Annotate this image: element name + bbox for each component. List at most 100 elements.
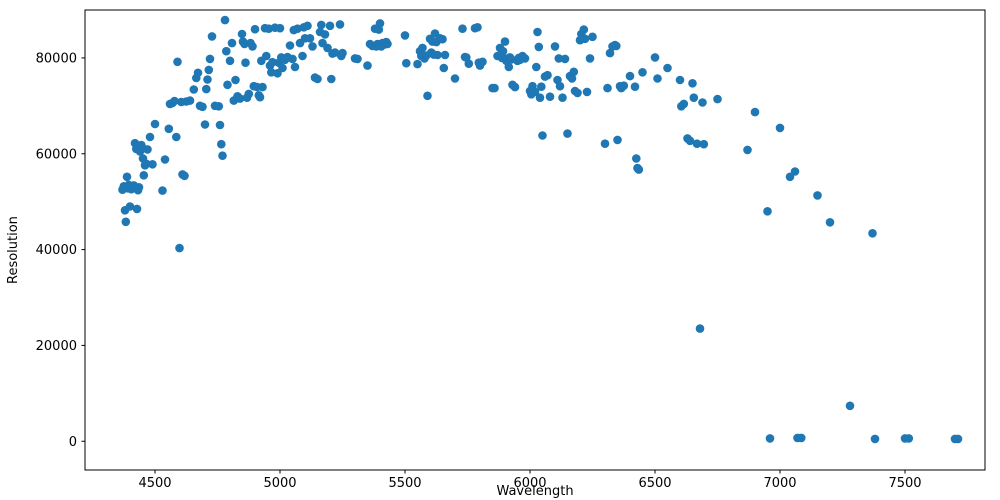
data-point	[689, 93, 699, 102]
data-point	[953, 434, 963, 444]
data-point	[433, 50, 442, 60]
data-point	[338, 48, 347, 58]
data-point	[555, 81, 565, 91]
x-tick-label: 6000	[513, 476, 546, 491]
data-point	[797, 433, 806, 443]
data-point	[327, 74, 336, 84]
data-point	[579, 25, 589, 34]
data-point	[870, 434, 880, 444]
x-tick-label: 5000	[263, 476, 296, 491]
data-point	[320, 30, 330, 39]
data-point	[308, 42, 317, 51]
data-point	[619, 81, 629, 90]
data-point	[588, 32, 597, 42]
data-point	[498, 46, 508, 56]
data-point	[313, 74, 322, 84]
x-tick-label: 5500	[388, 476, 421, 491]
data-point	[207, 32, 217, 41]
data-point	[132, 204, 142, 214]
data-point	[164, 124, 174, 134]
y-tick-label: 60000	[36, 147, 77, 162]
data-point	[699, 139, 709, 149]
data-point	[172, 132, 181, 142]
data-point	[323, 43, 332, 53]
data-point	[473, 23, 482, 32]
data-point	[185, 96, 195, 105]
data-point	[231, 75, 240, 85]
data-point	[634, 165, 644, 174]
data-point	[423, 91, 432, 101]
data-point	[134, 183, 144, 192]
data-point	[241, 58, 250, 67]
data-point	[573, 88, 582, 98]
data-point	[288, 54, 297, 64]
data-point	[145, 132, 155, 142]
data-point	[563, 129, 572, 138]
x-tick-label: 7500	[888, 476, 921, 491]
data-point	[278, 63, 287, 73]
x-axis-label: Wavelength	[496, 484, 574, 499]
data-point	[580, 34, 590, 44]
data-point	[235, 94, 245, 103]
data-point	[813, 191, 822, 200]
data-point	[438, 34, 447, 44]
data-point	[290, 62, 300, 72]
data-point	[218, 151, 227, 160]
data-point	[248, 42, 257, 51]
data-point	[202, 84, 211, 94]
data-point	[743, 145, 752, 155]
data-point	[790, 167, 800, 176]
data-point	[400, 31, 410, 40]
data-point	[383, 39, 392, 49]
data-point	[825, 218, 835, 227]
data-point	[685, 136, 695, 146]
data-point	[363, 61, 372, 70]
data-point	[545, 92, 555, 101]
data-point	[612, 41, 621, 51]
data-point	[298, 51, 307, 61]
data-point	[413, 59, 422, 69]
y-axis-label: Resolution	[6, 216, 21, 284]
data-point	[375, 19, 385, 28]
data-point	[504, 62, 514, 72]
plot-frame	[84, 9, 986, 471]
data-point	[255, 92, 265, 102]
x-tick-label: 6500	[638, 476, 671, 491]
y-tick-label: 40000	[36, 243, 77, 258]
data-point	[121, 217, 131, 227]
data-point	[532, 62, 541, 72]
data-point	[632, 154, 641, 163]
data-point	[204, 65, 214, 75]
data-point	[205, 54, 215, 64]
data-point	[203, 75, 212, 84]
data-point	[440, 50, 450, 60]
data-point	[262, 51, 271, 61]
data-point	[560, 54, 570, 64]
data-point	[439, 63, 449, 73]
data-point	[222, 46, 231, 56]
data-point	[675, 75, 685, 85]
data-point	[625, 71, 635, 81]
data-point	[763, 207, 772, 216]
data-point	[585, 54, 595, 63]
y-tick-label: 80000	[36, 51, 77, 66]
data-point	[148, 160, 157, 169]
data-point	[765, 434, 775, 443]
data-point	[198, 102, 207, 112]
data-point	[713, 94, 722, 104]
data-point	[605, 48, 615, 58]
data-point	[582, 87, 592, 97]
data-point	[490, 83, 499, 93]
data-point	[142, 159, 151, 169]
data-point	[543, 70, 552, 80]
data-point	[500, 37, 510, 46]
data-point	[868, 229, 877, 238]
data-point	[160, 155, 170, 164]
data-point	[845, 401, 855, 411]
data-point	[193, 68, 203, 78]
data-point	[223, 80, 232, 90]
data-point	[695, 324, 705, 333]
data-point	[904, 434, 914, 443]
data-point	[478, 57, 487, 67]
